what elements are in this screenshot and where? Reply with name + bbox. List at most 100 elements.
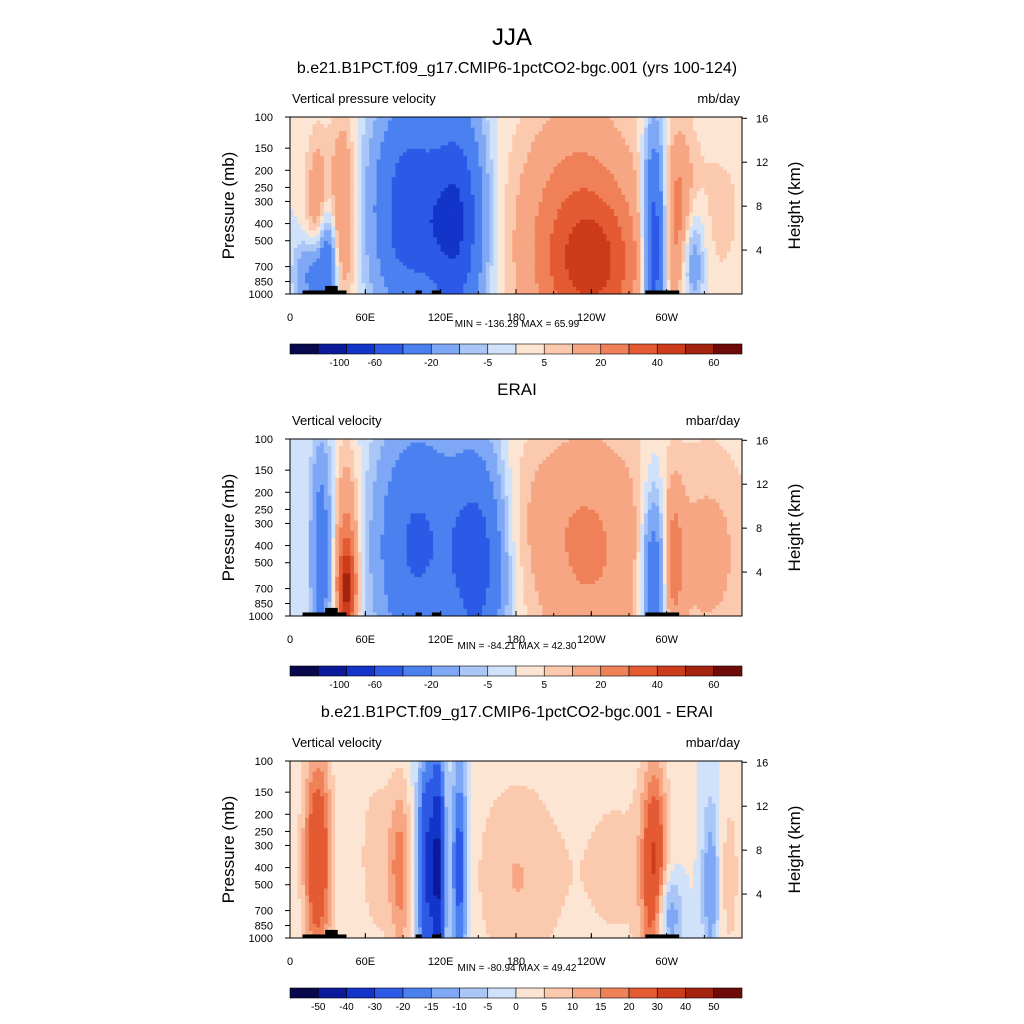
field-cell [301,195,305,199]
field-cell [298,234,302,238]
field-cell [471,195,475,199]
field-cell [520,209,524,213]
field-cell [614,156,618,160]
field-cell [584,135,588,139]
field-cell [501,198,505,202]
field-cell [682,198,686,202]
field-cell [640,252,644,256]
field-cell [298,121,302,125]
field-cell [444,234,448,238]
field-cell [561,220,565,224]
field-cell [531,188,535,192]
field-cell [584,156,588,160]
field-cell [550,234,554,238]
field-cell [689,138,693,142]
field-cell [392,234,396,238]
field-cell [497,128,501,132]
field-cell [591,124,595,128]
field-cell [392,230,396,234]
field-cell [411,234,415,238]
field-cell [712,191,716,195]
field-cell [309,117,313,121]
field-cell [347,159,351,163]
field-cell [565,220,569,224]
field-cell [399,135,403,139]
field-cell [629,128,633,132]
field-cell [670,223,674,227]
field-cell [343,117,347,121]
field-cell [734,230,738,234]
field-cell [652,184,656,188]
field-cell [516,244,520,248]
field-cell [531,216,535,220]
field-cell [403,223,407,227]
field-cell [411,230,415,234]
field-cell [456,145,460,149]
field-cell [595,230,599,234]
field-cell [411,255,415,259]
field-cell [290,195,294,199]
field-cell [663,152,667,156]
field-cell [546,262,550,266]
field-cell [603,255,607,259]
field-cell [595,234,599,238]
field-cell [652,145,656,149]
field-cell [456,174,460,178]
field-cell [331,156,335,160]
field-cell [550,184,554,188]
field-cell [309,213,313,217]
field-cell [369,216,373,220]
field-cell [411,121,415,125]
field-cell [328,152,332,156]
field-cell [663,202,667,206]
field-cell [305,206,309,210]
field-cell [497,149,501,153]
field-cell [561,117,565,121]
field-cell [663,191,667,195]
field-cell [305,128,309,132]
field-cell [731,195,735,199]
field-cell [418,234,422,238]
field-cell [576,209,580,213]
field-cell [460,188,464,192]
field-cell [693,177,697,181]
field-cell [490,209,494,213]
field-cell [456,216,460,220]
field-cell [392,206,396,210]
field-cell [482,188,486,192]
field-cell [531,223,535,227]
field-cell [460,230,464,234]
field-cell [497,237,501,241]
field-cell [663,198,667,202]
field-cell [422,244,426,248]
field-cell [426,117,430,121]
field-cell [395,184,399,188]
field-cell [369,159,373,163]
field-cell [482,159,486,163]
field-cell [298,124,302,128]
field-cell [734,216,738,220]
field-cell [704,195,708,199]
field-cell [467,156,471,160]
field-cell [648,202,652,206]
field-cell [324,209,328,213]
field-cell [493,244,497,248]
field-cell [294,142,298,146]
field-cell [395,220,399,224]
field-cell [610,191,614,195]
field-cell [324,252,328,256]
field-cell [633,241,637,245]
field-cell [704,244,708,248]
field-cell [569,191,573,195]
field-cell [444,138,448,142]
field-cell [384,202,388,206]
field-cell [670,216,674,220]
field-cell [625,244,629,248]
field-cell [362,159,366,163]
field-cell [298,213,302,217]
field-cell [584,121,588,125]
field-cell [629,255,633,259]
field-cell [599,124,603,128]
field-cell [350,252,354,256]
field-cell [712,181,716,185]
